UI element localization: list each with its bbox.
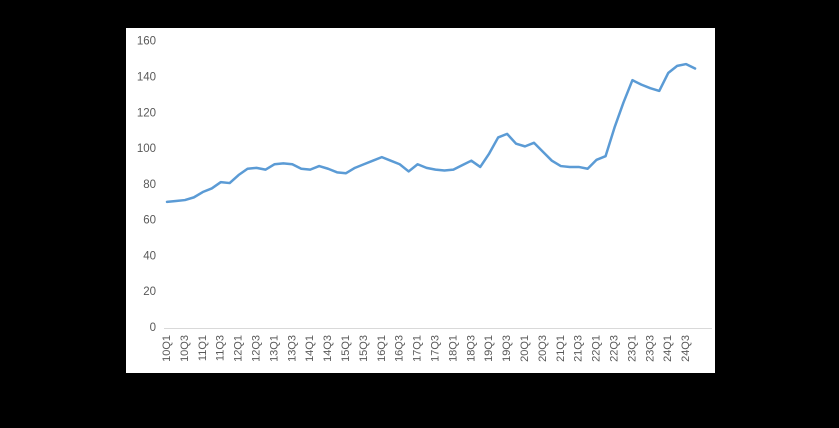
- x-tick-label: 18Q3: [465, 335, 477, 362]
- series-line: [165, 62, 697, 204]
- x-tick-label: 16Q1: [376, 335, 388, 362]
- x-tick-label: 15Q3: [358, 335, 370, 362]
- y-tick-label: 140: [137, 71, 156, 83]
- x-tick-label: 23Q3: [644, 335, 656, 362]
- x-tick-label: 19Q3: [501, 335, 513, 362]
- x-tick-label: 12Q3: [251, 335, 263, 362]
- x-tick-label: 11Q3: [215, 335, 227, 361]
- x-tick-label: 10Q1: [161, 335, 173, 362]
- x-tick-label: 14Q1: [304, 335, 316, 362]
- x-tick-label: 23Q1: [626, 335, 638, 362]
- y-tick-label: 0: [150, 322, 156, 334]
- x-tick-label: 21Q1: [555, 335, 567, 362]
- y-tick-label: 80: [143, 179, 156, 191]
- y-tick-label: 120: [137, 107, 156, 119]
- x-tick-label: 16Q3: [394, 335, 406, 362]
- chart-panel: 0 20 40 60 80 100 120 140 160 10Q1 10Q3 11Q1 11Q3 12Q…: [126, 28, 715, 373]
- x-tick-label: 11Q1: [197, 335, 209, 361]
- x-tick-label: 20Q1: [519, 335, 531, 362]
- x-tick-label: 18Q1: [447, 335, 459, 362]
- x-tick-label: 10Q3: [179, 335, 191, 362]
- x-tick-label: 17Q1: [412, 335, 424, 362]
- x-tick-label: 14Q3: [322, 335, 334, 362]
- y-tick-label: 100: [137, 143, 156, 155]
- x-tick-label: 12Q1: [233, 335, 245, 362]
- y-tick-label: 160: [137, 36, 156, 48]
- x-tick-label: 21Q3: [573, 335, 585, 362]
- y-tick-label: 20: [143, 286, 156, 298]
- x-tick-label: 13Q3: [286, 335, 298, 362]
- x-tick-label: 13Q1: [268, 335, 280, 362]
- x-tick-label: 17Q3: [430, 335, 442, 362]
- x-tick-label: 22Q3: [609, 335, 621, 362]
- x-tick-label: 15Q1: [340, 335, 352, 362]
- x-tick-label: 22Q1: [591, 335, 603, 362]
- line-chart: 0 20 40 60 80 100 120 140 160 10Q1 10Q3 11Q1 11Q3 12Q…: [137, 36, 712, 362]
- x-tick-label: 20Q3: [537, 335, 549, 362]
- x-tick-label: 24Q3: [680, 335, 692, 362]
- y-tick-label: 60: [143, 215, 156, 227]
- y-tick-label: 40: [143, 250, 156, 262]
- x-tick-label: 24Q1: [662, 335, 674, 362]
- x-tick-label: 19Q1: [483, 335, 495, 362]
